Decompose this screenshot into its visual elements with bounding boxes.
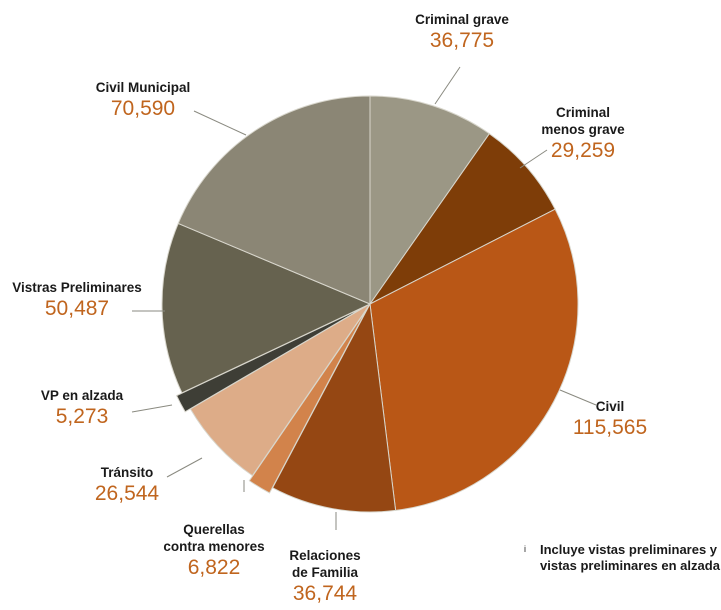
slice-value-6: 5,273: [56, 405, 109, 428]
footnote-line-1: Incluye vistas preliminares y: [540, 542, 718, 557]
slice-name-3-0: Relaciones: [289, 548, 360, 563]
pie-slice-4: [248, 308, 368, 494]
pie-slice-8: [177, 95, 371, 305]
slice-value-2: 115,565: [573, 416, 647, 439]
pie-slice-7: [161, 222, 372, 394]
slice-value-4: 6,822: [188, 556, 241, 579]
pie-slice-0: [369, 95, 491, 306]
leader-line-1: [519, 149, 548, 169]
slice-name-0-0: Criminal grave: [415, 12, 509, 27]
slice-value-0: 36,775: [430, 29, 494, 52]
pie-slices: [161, 95, 579, 513]
slice-name-2-0: Civil: [596, 399, 625, 414]
slice-labels: Criminal grave 36,775 Criminal menos grave 2…: [12, 12, 647, 605]
slice-name-7-0: Vistras Preliminares: [12, 280, 142, 295]
slice-name-1-0: Criminal: [556, 105, 610, 120]
leader-lines: [131, 66, 597, 530]
footnote-line-2: vistas preliminares en alzada: [540, 558, 720, 573]
leader-line-6: [131, 404, 173, 413]
leader-line-0: [434, 66, 461, 105]
slice-value-5: 26,544: [95, 482, 160, 505]
footnote-mark: i: [524, 544, 526, 554]
slice-name-8-0: Civil Municipal: [96, 80, 191, 95]
pie-slice-1: [369, 132, 556, 305]
slice-name-4-0: Querellas: [183, 522, 245, 537]
slice-name-1-1: menos grave: [541, 122, 625, 137]
slice-value-7: 50,487: [45, 297, 109, 320]
slice-value-1: 29,259: [551, 139, 615, 162]
pie-slice-6: [175, 306, 365, 413]
slice-name-3-1: de Familia: [292, 565, 359, 580]
slice-name-6-0: VP en alzada: [41, 388, 124, 403]
pie-slice-3: [271, 302, 397, 513]
leader-line-8: [193, 110, 247, 136]
slice-name-5-0: Tránsito: [101, 465, 154, 480]
footnote-text: Incluye vistas preliminares y vistas pre…: [540, 542, 721, 574]
slice-value-3: 36,744: [293, 582, 358, 605]
leader-line-2: [559, 389, 597, 406]
slice-name-4-1: contra menores: [163, 539, 264, 554]
leader-line-5: [166, 457, 203, 478]
pie-slice-2: [369, 208, 579, 511]
slice-value-8: 70,590: [111, 97, 175, 120]
